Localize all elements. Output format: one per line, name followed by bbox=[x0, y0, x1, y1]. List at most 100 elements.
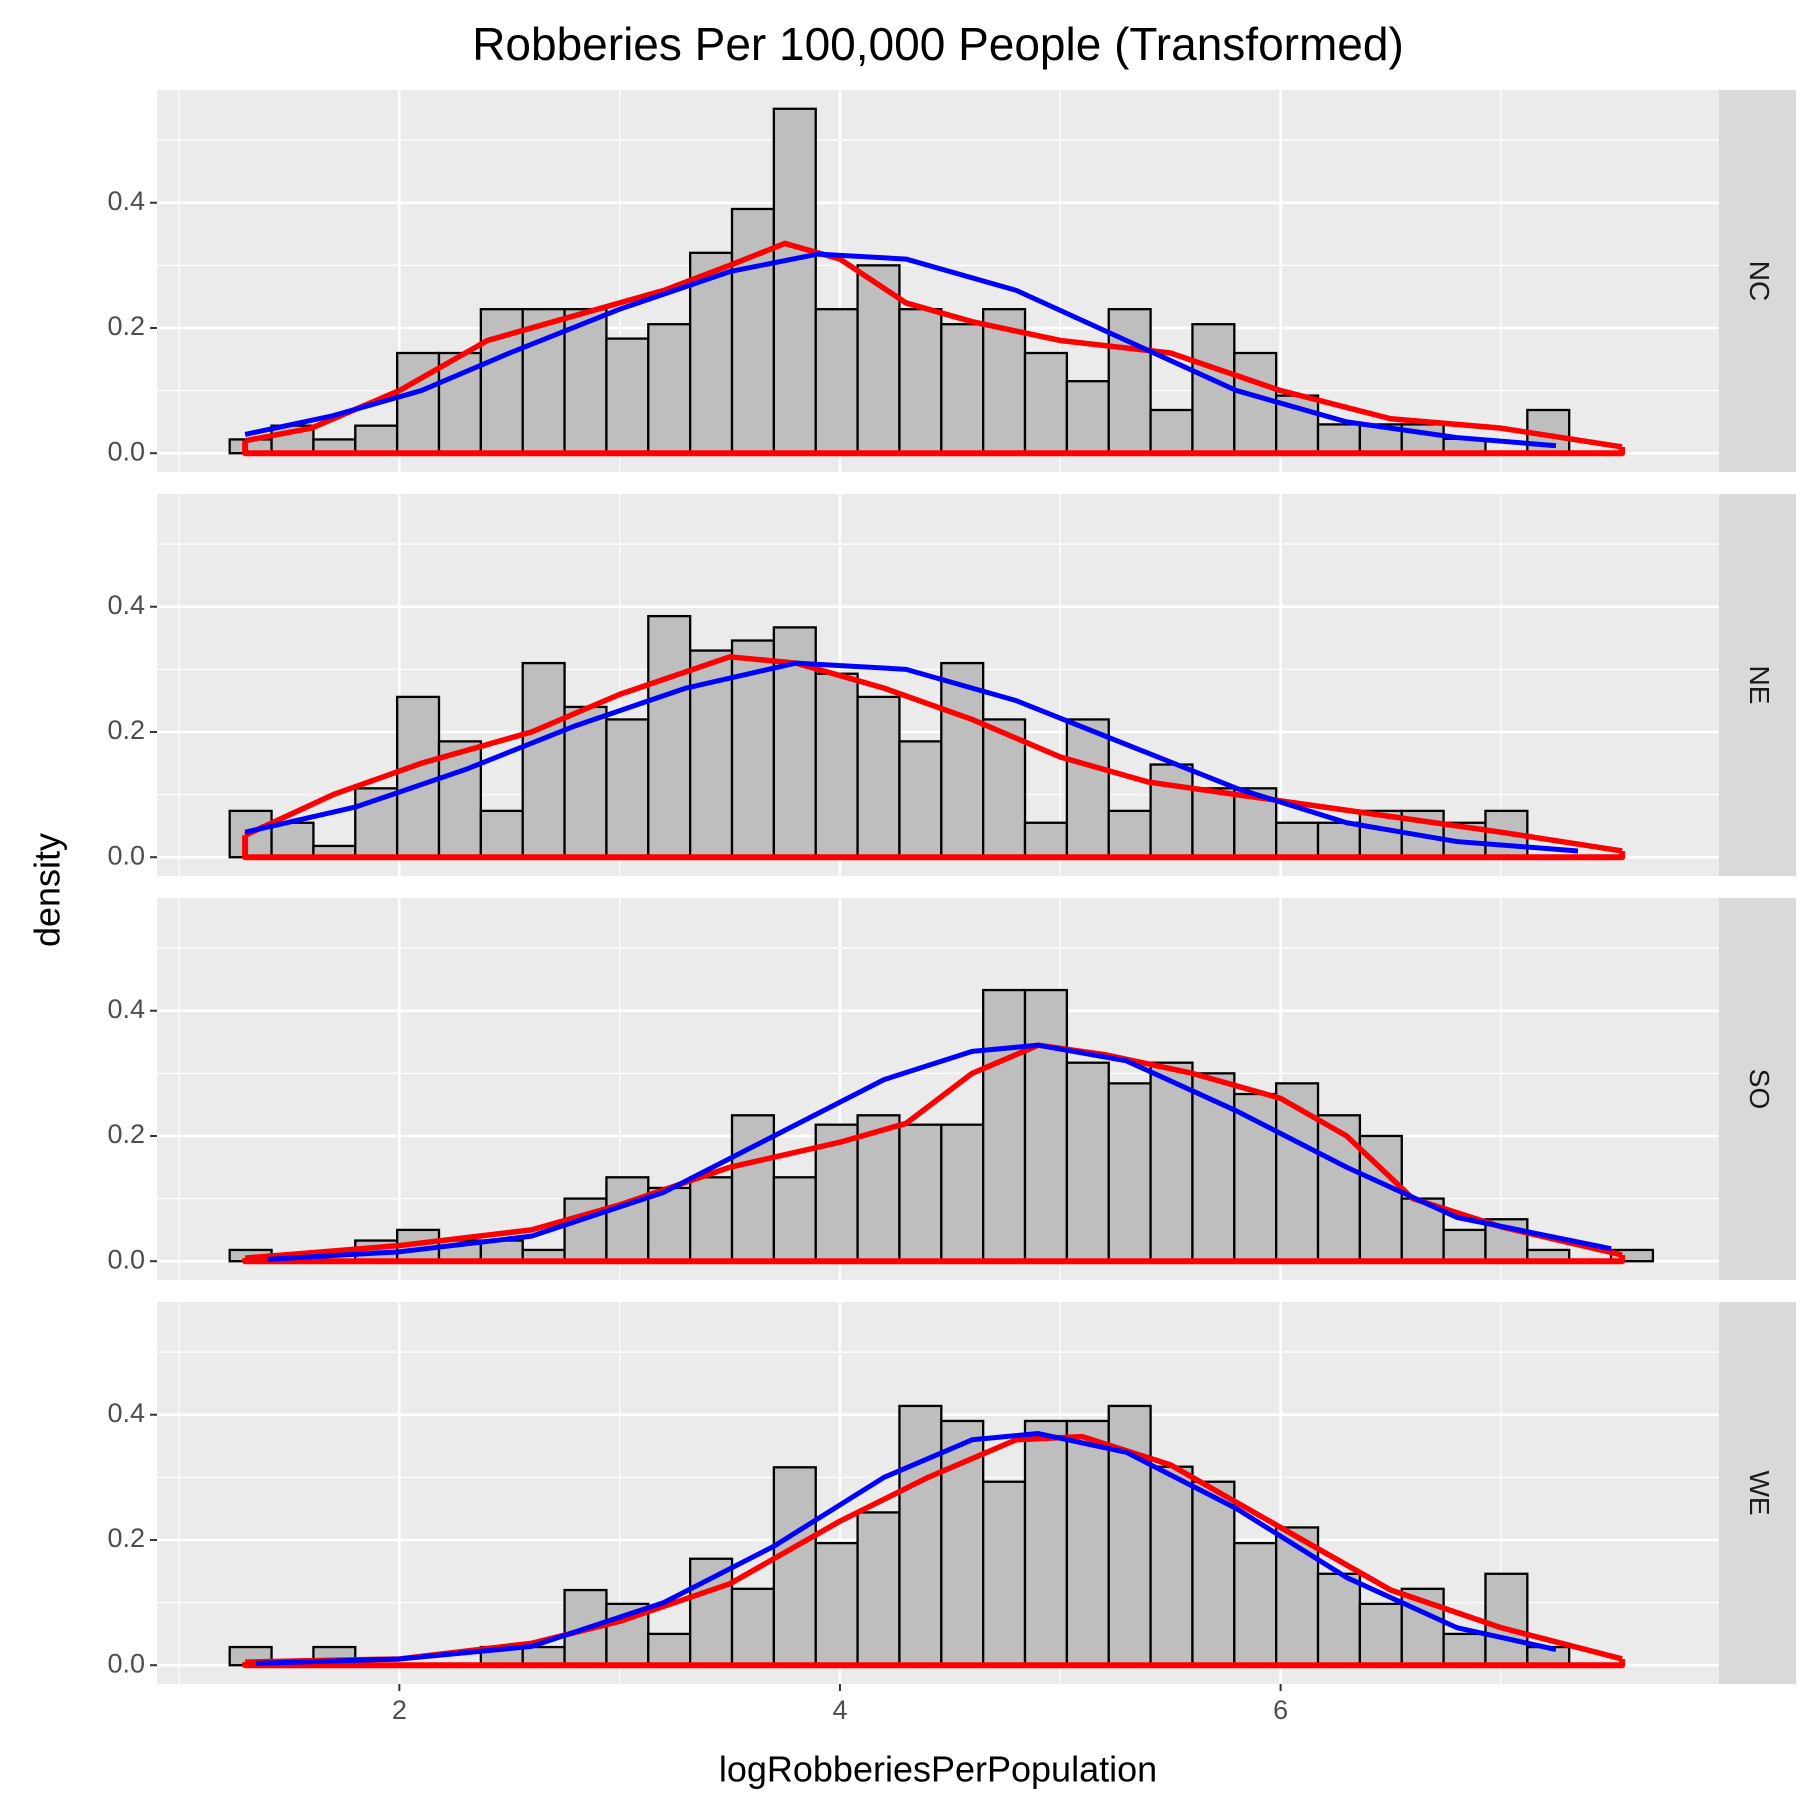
histogram-bar bbox=[1149, 1061, 1194, 1263]
strip-background bbox=[1719, 494, 1796, 876]
y-tick-label: 0.2 bbox=[107, 1119, 145, 1149]
density-curve bbox=[244, 251, 1557, 449]
histogram-bar bbox=[940, 323, 985, 455]
y-axis-label: density bbox=[27, 833, 68, 947]
histogram-bar bbox=[1484, 1572, 1529, 1667]
histogram-bar bbox=[1023, 821, 1069, 859]
histogram-bar bbox=[689, 1557, 734, 1667]
histogram-bar bbox=[1442, 1632, 1487, 1667]
histogram-bar bbox=[772, 1176, 817, 1263]
histogram-bar bbox=[605, 1176, 650, 1263]
density-baseline bbox=[242, 835, 1626, 861]
y-tick-label: 0.4 bbox=[107, 1398, 145, 1428]
histogram-bar bbox=[898, 308, 943, 455]
histogram-bar bbox=[940, 661, 985, 859]
histogram-bar bbox=[1065, 1061, 1110, 1263]
histogram-bar bbox=[772, 107, 817, 455]
y-tick-label: 0.0 bbox=[107, 1648, 145, 1678]
density-curve bbox=[244, 240, 1623, 450]
histogram-bar bbox=[689, 251, 734, 455]
density-curve bbox=[244, 660, 1579, 854]
histogram-bar bbox=[898, 1404, 943, 1667]
strip-background bbox=[1719, 898, 1796, 1280]
histogram-bar bbox=[1065, 718, 1110, 859]
histogram-bar bbox=[814, 672, 859, 859]
histogram-bar bbox=[1149, 1465, 1194, 1667]
histogram-bar bbox=[1233, 351, 1278, 455]
density-baseline bbox=[242, 1254, 1626, 1265]
y-tick-label: 0.0 bbox=[107, 840, 145, 870]
histogram-bar bbox=[1316, 423, 1362, 455]
histogram-bar bbox=[772, 1466, 817, 1667]
histogram-bar bbox=[814, 308, 859, 455]
facet-label: SO bbox=[1744, 1069, 1775, 1109]
y-tick-label: 0.2 bbox=[107, 311, 145, 341]
strip-background bbox=[1719, 1302, 1796, 1684]
chart-title: Robberies Per 100,000 People (Transforme… bbox=[472, 18, 1404, 70]
density-curve bbox=[244, 1042, 1623, 1261]
x-axis-label: logRobberiesPerPopulation bbox=[719, 1749, 1157, 1790]
histogram-bar bbox=[647, 323, 692, 455]
histogram-bar bbox=[1191, 787, 1236, 859]
histogram-bar bbox=[898, 1123, 943, 1263]
histogram-bar bbox=[730, 207, 776, 455]
density-baseline bbox=[242, 1658, 1626, 1669]
histogram-bar bbox=[982, 1480, 1027, 1667]
histogram-bar bbox=[1149, 408, 1194, 455]
density-curve bbox=[256, 1431, 1557, 1666]
facet-label: WE bbox=[1744, 1470, 1775, 1515]
histogram-bar bbox=[1065, 1419, 1110, 1667]
density-baseline bbox=[242, 440, 1626, 457]
histogram-bar bbox=[1233, 1541, 1278, 1667]
histogram-bar bbox=[940, 1123, 985, 1263]
histogram-bar bbox=[605, 718, 650, 859]
histogram-bar bbox=[1316, 1572, 1362, 1667]
histogram-bar bbox=[689, 1176, 734, 1263]
histogram-bar bbox=[354, 424, 399, 455]
density-curve bbox=[243, 654, 1623, 854]
histogram-bar bbox=[730, 1587, 776, 1667]
histogram-bar bbox=[1275, 821, 1320, 859]
histogram-bar bbox=[1023, 1419, 1069, 1667]
histogram-bar bbox=[1191, 1480, 1236, 1667]
histogram-bar bbox=[647, 1186, 692, 1263]
facet-label: NC bbox=[1744, 261, 1775, 301]
histogram-bar bbox=[1609, 1248, 1655, 1263]
histogram-bar bbox=[270, 821, 315, 859]
histogram-bar bbox=[1358, 1602, 1403, 1667]
y-tick-label: 0.4 bbox=[107, 590, 145, 620]
y-tick-label: 0.0 bbox=[107, 1244, 145, 1274]
y-tick-label: 0.4 bbox=[107, 994, 145, 1024]
x-tick-label: 4 bbox=[832, 1695, 847, 1725]
x-tick-label: 2 bbox=[392, 1695, 407, 1725]
histogram-bar bbox=[1107, 809, 1152, 859]
y-tick-label: 0.2 bbox=[107, 715, 145, 745]
histogram-bar bbox=[1023, 351, 1069, 455]
histogram-bar bbox=[1107, 308, 1152, 455]
histogram-bar bbox=[1107, 1082, 1152, 1263]
histogram-bar bbox=[605, 337, 650, 455]
histogram-bar bbox=[647, 614, 692, 859]
histogram-bar bbox=[479, 809, 524, 859]
y-tick-label: 0.4 bbox=[107, 186, 145, 216]
density-curve bbox=[267, 1042, 1612, 1262]
histogram-bar bbox=[898, 740, 943, 859]
histogram-bar bbox=[1316, 1114, 1362, 1263]
histogram-bar bbox=[1442, 1228, 1487, 1263]
histogram-bar bbox=[395, 695, 441, 859]
facet-label: NE bbox=[1744, 666, 1775, 705]
y-tick-label: 0.2 bbox=[107, 1523, 145, 1553]
histogram-bar bbox=[647, 1632, 692, 1667]
histogram-bar bbox=[1316, 821, 1362, 859]
y-tick-label: 0.0 bbox=[107, 436, 145, 466]
x-tick-label: 6 bbox=[1273, 1695, 1288, 1725]
histogram-bar bbox=[856, 695, 901, 859]
histogram-bar bbox=[1023, 988, 1069, 1263]
histogram-bar bbox=[982, 988, 1027, 1263]
histogram-bar bbox=[1149, 763, 1194, 859]
histogram-bar bbox=[395, 351, 441, 455]
histogram-bar bbox=[521, 661, 566, 859]
strip-background bbox=[1719, 90, 1796, 472]
histogram-bar bbox=[1065, 380, 1110, 455]
